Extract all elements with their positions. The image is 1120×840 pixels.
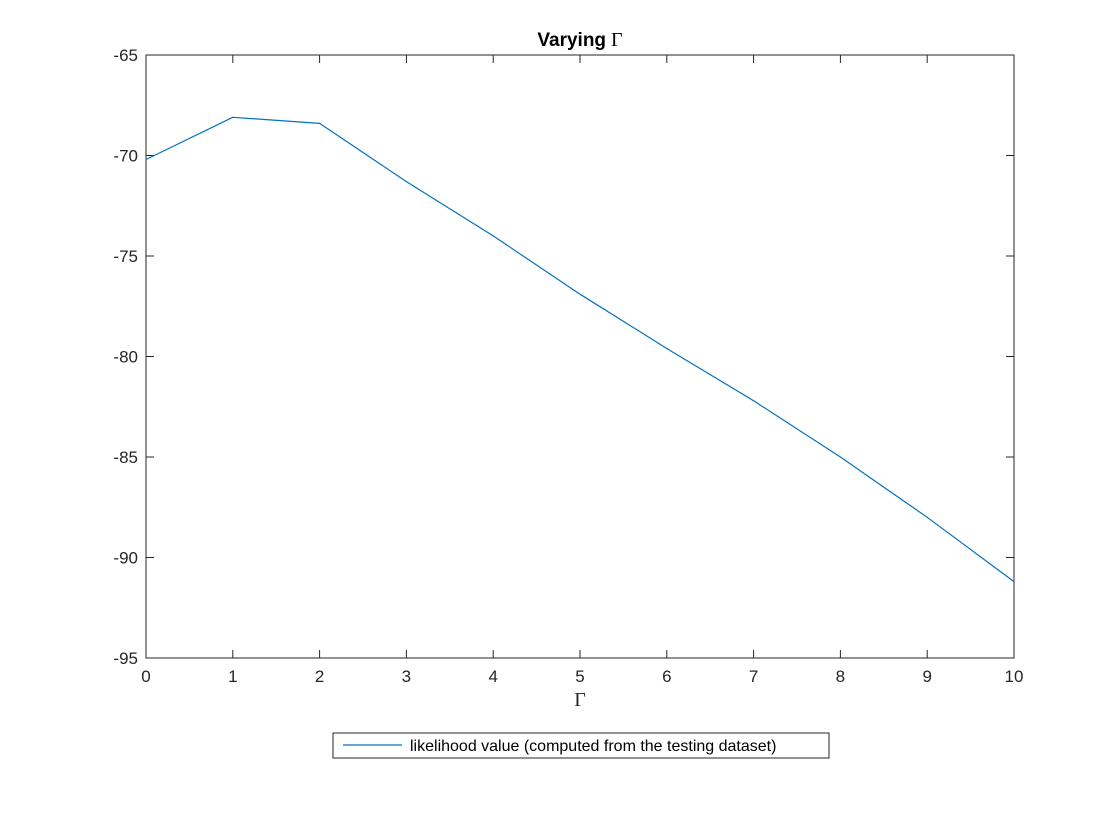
y-tick-label: -70 [113,147,138,166]
x-tick-label: 4 [488,667,497,686]
chart-title-text: Varying [537,30,606,51]
x-tick-label: 9 [922,667,931,686]
y-tick-label: -90 [113,549,138,568]
data-point [579,293,581,295]
legend-box [332,732,830,759]
x-tick-label: 3 [402,667,411,686]
data-point [492,235,494,237]
x-axis-label: Γ [574,689,586,711]
data-point [232,116,234,118]
axis-ticks [145,54,1015,659]
data-point [319,122,321,124]
data-point [1013,581,1015,583]
x-tick-label: 10 [1005,667,1024,686]
series-layer [145,116,1015,583]
x-tick-label: 0 [141,667,150,686]
x-tick-label: 8 [836,667,845,686]
x-tick-label: 5 [575,667,584,686]
legend-label: likelihood value (computed from the test… [410,738,776,755]
data-point [145,158,147,161]
data-point [839,456,842,458]
y-tick-label: -85 [113,448,138,467]
data-point [666,347,668,350]
data-point [926,516,928,518]
x-tick-label: 7 [749,667,758,686]
chart-title-symbol: Γ [611,29,623,51]
chart-title: Varying Γ [537,29,622,51]
y-tick-label: -65 [113,46,138,65]
tick-labels: 0 1 2 3 4 5 6 7 8 9 10 -65 -70 -75 -80 -85 -90 -95 [113,46,1023,686]
x-tick-label: 1 [228,667,237,686]
y-tick-label: -95 [113,649,138,668]
data-point [405,181,407,183]
y-tick-label: -75 [113,247,138,266]
x-tick-label: 6 [662,667,671,686]
legend: likelihood value (computed from the test… [332,732,830,759]
plot-area [145,54,1015,659]
y-tick-label: -80 [113,348,138,367]
data-point [753,400,755,402]
x-tick-label: 2 [315,667,324,686]
